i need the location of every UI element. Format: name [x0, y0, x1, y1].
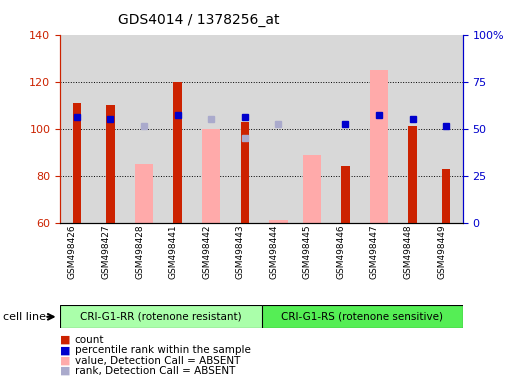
Bar — [174, 82, 182, 223]
Bar — [202, 129, 220, 223]
Text: ■: ■ — [60, 345, 71, 355]
Bar — [106, 105, 115, 223]
Bar — [135, 164, 153, 223]
Text: GSM498426: GSM498426 — [68, 225, 77, 279]
Text: CRI-G1-RR (rotenone resistant): CRI-G1-RR (rotenone resistant) — [80, 312, 242, 322]
Text: count: count — [75, 335, 104, 345]
Bar — [328, 35, 362, 223]
Bar — [295, 35, 328, 223]
Bar — [341, 166, 349, 223]
Text: GSM498427: GSM498427 — [101, 225, 110, 279]
Bar — [370, 70, 388, 223]
Text: GSM498428: GSM498428 — [135, 225, 144, 279]
Bar — [442, 169, 450, 223]
Bar — [60, 35, 94, 223]
Bar — [161, 35, 195, 223]
Text: GSM498443: GSM498443 — [236, 225, 245, 279]
Text: ■: ■ — [60, 356, 71, 366]
Bar — [94, 35, 127, 223]
Bar — [228, 35, 262, 223]
Text: rank, Detection Call = ABSENT: rank, Detection Call = ABSENT — [75, 366, 235, 376]
Text: GSM498446: GSM498446 — [336, 225, 345, 279]
Text: GSM498442: GSM498442 — [202, 225, 211, 279]
Bar — [241, 122, 249, 223]
Bar — [429, 35, 463, 223]
Text: cell line: cell line — [3, 312, 46, 322]
Bar — [73, 103, 81, 223]
Text: GSM498448: GSM498448 — [404, 225, 413, 279]
Text: ■: ■ — [60, 366, 71, 376]
Text: GSM498447: GSM498447 — [370, 225, 379, 279]
Bar — [303, 154, 321, 223]
Bar — [362, 35, 396, 223]
Text: percentile rank within the sample: percentile rank within the sample — [75, 345, 251, 355]
Bar — [408, 126, 417, 223]
Text: ■: ■ — [60, 335, 71, 345]
Bar — [195, 35, 228, 223]
Text: GSM498449: GSM498449 — [437, 225, 446, 279]
Text: GSM498445: GSM498445 — [303, 225, 312, 279]
Text: CRI-G1-RS (rotenone sensitive): CRI-G1-RS (rotenone sensitive) — [281, 312, 443, 322]
Bar — [127, 35, 161, 223]
Text: value, Detection Call = ABSENT: value, Detection Call = ABSENT — [75, 356, 240, 366]
Bar — [269, 220, 288, 223]
Text: GSM498444: GSM498444 — [269, 225, 278, 279]
Text: GSM498441: GSM498441 — [168, 225, 178, 279]
Text: GDS4014 / 1378256_at: GDS4014 / 1378256_at — [118, 13, 279, 27]
Bar — [396, 35, 429, 223]
Bar — [262, 35, 295, 223]
